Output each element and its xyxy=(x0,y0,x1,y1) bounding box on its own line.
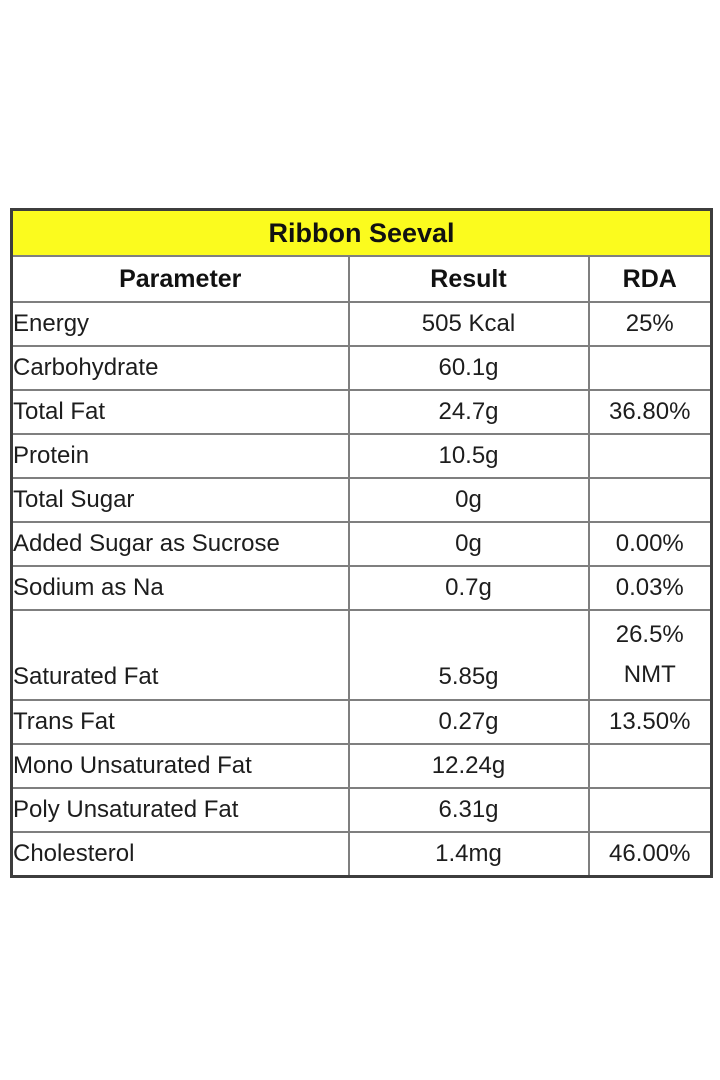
table-body: Energy 505 Kcal 25% Carbohydrate 60.1g T… xyxy=(10,301,713,877)
rda-cell: 36.80% xyxy=(587,389,713,435)
rda-cell: 13.50% xyxy=(587,699,713,745)
parameter-cell: Total Fat xyxy=(10,389,350,435)
rda-cell: 26.5% NMT xyxy=(587,609,713,701)
parameter-cell: Energy xyxy=(10,301,350,347)
result-cell: 0.27g xyxy=(347,699,590,745)
nutrition-table: Ribbon Seeval Parameter Result RDA Energ… xyxy=(10,208,713,878)
table-row: Trans Fat 0.27g 13.50% xyxy=(10,699,713,745)
result-cell: 6.31g xyxy=(347,787,590,833)
table-row: Mono Unsaturated Fat 12.24g xyxy=(10,743,713,789)
rda-cell xyxy=(587,477,713,523)
table-row: Added Sugar as Sucrose 0g 0.00% xyxy=(10,521,713,567)
table-row: Total Sugar 0g xyxy=(10,477,713,523)
result-cell: 1.4mg xyxy=(347,831,590,877)
parameter-cell: Cholesterol xyxy=(10,831,350,877)
result-cell: 505 Kcal xyxy=(347,301,590,347)
rda-cell: 0.00% xyxy=(587,521,713,567)
table-row: Saturated Fat 5.85g 26.5% NMT xyxy=(10,609,713,701)
column-header-parameter: Parameter xyxy=(10,255,350,303)
table-row: Cholesterol 1.4mg 46.00% xyxy=(10,831,713,877)
column-header-rda: RDA xyxy=(587,255,713,303)
result-cell: 5.85g xyxy=(347,609,590,701)
table-row: Total Fat 24.7g 36.80% xyxy=(10,389,713,435)
parameter-cell: Saturated Fat xyxy=(10,609,350,701)
table-row: Carbohydrate 60.1g xyxy=(10,345,713,391)
rda-cell xyxy=(587,433,713,479)
rda-cell xyxy=(587,345,713,391)
parameter-cell: Mono Unsaturated Fat xyxy=(10,743,350,789)
table-title-row: Ribbon Seeval xyxy=(10,208,713,257)
rda-cell xyxy=(587,743,713,789)
parameter-cell: Carbohydrate xyxy=(10,345,350,391)
result-cell: 60.1g xyxy=(347,345,590,391)
parameter-cell: Protein xyxy=(10,433,350,479)
parameter-cell: Total Sugar xyxy=(10,477,350,523)
column-header-result: Result xyxy=(347,255,590,303)
rda-cell: 0.03% xyxy=(587,565,713,611)
table-row: Energy 505 Kcal 25% xyxy=(10,301,713,347)
table-title: Ribbon Seeval xyxy=(10,208,713,257)
parameter-cell: Trans Fat xyxy=(10,699,350,745)
rda-cell: 25% xyxy=(587,301,713,347)
rda-cell: 46.00% xyxy=(587,831,713,877)
table-row: Sodium as Na 0.7g 0.03% xyxy=(10,565,713,611)
parameter-cell: Added Sugar as Sucrose xyxy=(10,521,350,567)
result-cell: 12.24g xyxy=(347,743,590,789)
parameter-cell: Poly Unsaturated Fat xyxy=(10,787,350,833)
result-cell: 24.7g xyxy=(347,389,590,435)
nutrition-table-container: Ribbon Seeval Parameter Result RDA Energ… xyxy=(10,208,713,878)
table-row: Protein 10.5g xyxy=(10,433,713,479)
result-cell: 0.7g xyxy=(347,565,590,611)
table-header-row: Parameter Result RDA xyxy=(10,255,713,303)
rda-cell xyxy=(587,787,713,833)
result-cell: 0g xyxy=(347,477,590,523)
parameter-cell: Sodium as Na xyxy=(10,565,350,611)
result-cell: 10.5g xyxy=(347,433,590,479)
result-cell: 0g xyxy=(347,521,590,567)
table-row: Poly Unsaturated Fat 6.31g xyxy=(10,787,713,833)
